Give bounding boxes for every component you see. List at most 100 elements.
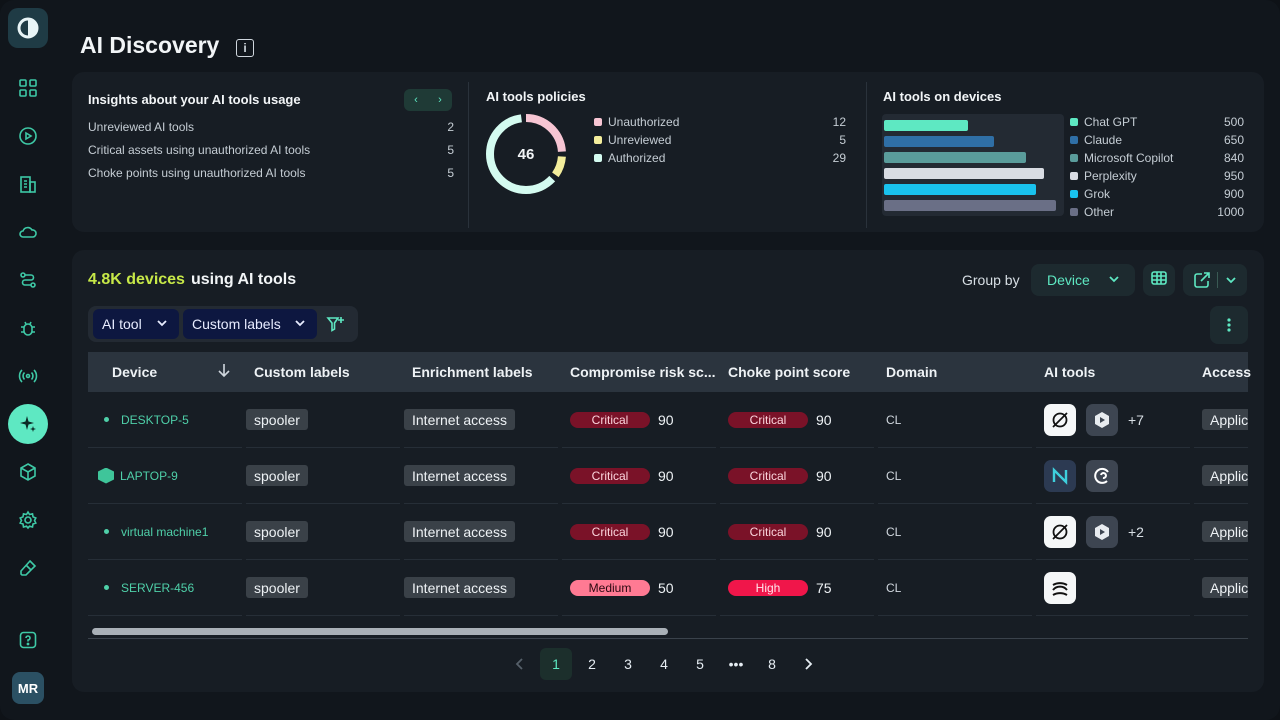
bar-other[interactable] — [884, 200, 1056, 211]
route-icon[interactable] — [16, 268, 40, 292]
columns-button[interactable] — [1143, 264, 1175, 296]
export-button[interactable] — [1183, 264, 1247, 296]
enrichment-cell: Internet access — [404, 448, 558, 504]
device-legend-item[interactable]: Microsoft Copilot 840 — [1070, 151, 1244, 165]
bar-claude[interactable] — [884, 136, 994, 147]
assistant-icon[interactable] — [1086, 403, 1118, 436]
column-header-choke-point[interactable]: Choke point score — [728, 364, 851, 380]
cube-icon[interactable] — [16, 460, 40, 484]
device-legend-item[interactable]: Perplexity 950 — [1070, 169, 1244, 183]
insight-row[interactable]: Choke points using unauthorized AI tools… — [88, 166, 454, 180]
filter-chip-label: Custom labels — [192, 316, 281, 332]
column-header-domain[interactable]: Domain — [886, 364, 938, 380]
bar-perplexity[interactable] — [884, 168, 1044, 179]
table-row[interactable]: SERVER-456 spooler Internet access Medium 50… — [88, 560, 1248, 616]
building-icon[interactable] — [16, 172, 40, 196]
bug-icon[interactable] — [16, 316, 40, 340]
enrichment-tag: Internet access — [404, 577, 515, 598]
chevron-right-icon[interactable]: › — [438, 94, 442, 106]
page-button[interactable]: 5 — [696, 656, 704, 672]
column-header-custom-labels[interactable]: Custom labels — [254, 364, 350, 380]
sparkle-icon[interactable] — [8, 404, 48, 444]
bar-grok[interactable] — [884, 184, 1036, 195]
custom-label-tag: spooler — [246, 409, 308, 430]
ai-tools-cell — [1036, 448, 1190, 504]
dashboard-icon[interactable] — [16, 76, 40, 100]
gear-icon[interactable] — [16, 508, 40, 532]
scrollbar-thumb[interactable] — [92, 628, 668, 635]
cloud-icon[interactable] — [16, 220, 40, 244]
chevron-left-icon[interactable]: ‹ — [414, 94, 418, 106]
devices-bar-chart — [882, 114, 1064, 216]
column-header-ai-tools[interactable]: AI tools — [1044, 364, 1096, 380]
info-icon[interactable]: i — [236, 39, 254, 57]
page-button[interactable]: 8 — [768, 656, 776, 672]
bar-chat-gpt[interactable] — [884, 120, 968, 131]
device-legend-item[interactable]: Claude 650 — [1070, 133, 1244, 147]
enrichment-cell: Internet access — [404, 392, 558, 448]
avatar[interactable]: MR — [12, 672, 44, 704]
page-button[interactable]: 4 — [660, 656, 668, 672]
device-name[interactable]: DESKTOP-5 — [121, 412, 189, 427]
table-row[interactable]: virtual machine1 spooler Internet access Cr… — [88, 504, 1248, 560]
bar-microsoft-copilot[interactable] — [884, 152, 1026, 163]
choke-cell: Critical 90 — [720, 448, 874, 504]
broadcast-icon[interactable] — [16, 364, 40, 388]
page-button[interactable]: 3 — [624, 656, 632, 672]
device-name[interactable]: virtual machine1 — [121, 524, 209, 539]
table-row[interactable]: LAPTOP-9 spooler Internet access Critical 90… — [88, 448, 1248, 504]
legend-swatch — [594, 154, 602, 162]
more-tools-count[interactable]: +7 — [1128, 411, 1144, 428]
signal-icon[interactable] — [1044, 571, 1076, 604]
sort-desc-icon[interactable] — [218, 362, 230, 382]
enrichment-tag: Internet access — [404, 465, 515, 486]
table-row[interactable]: DESKTOP-5 spooler Internet access Critical 9… — [88, 392, 1248, 448]
add-filter-icon[interactable] — [324, 312, 348, 336]
device-name[interactable]: SERVER-456 — [121, 580, 195, 595]
risk-score: 90 — [658, 467, 674, 484]
insight-label: Unreviewed AI tools — [88, 120, 195, 134]
devices-heading-suffix: using AI tools — [190, 271, 297, 288]
more-tools-count[interactable]: +2 — [1128, 523, 1144, 540]
insight-row[interactable]: Unreviewed AI tools 2 — [88, 120, 454, 134]
page-ellipsis[interactable]: ••• — [728, 656, 744, 672]
play-circle-icon[interactable] — [16, 124, 40, 148]
swirl-icon[interactable] — [1086, 459, 1118, 492]
choke-score: 90 — [816, 467, 832, 484]
ai-tools-cell: +2 — [1036, 504, 1190, 560]
enrichment-tag: Internet access — [404, 521, 515, 542]
column-header-enrichment-labels[interactable]: Enrichment labels — [412, 364, 533, 380]
openai-icon[interactable] — [1044, 403, 1076, 436]
next-page-icon[interactable] — [792, 648, 824, 680]
assistant-icon[interactable] — [1086, 515, 1118, 548]
prev-page-icon[interactable] — [504, 648, 536, 680]
domain-cell: CL — [878, 448, 1032, 504]
help-icon[interactable] — [16, 628, 40, 652]
device-legend-item[interactable]: Chat GPT 500 — [1070, 115, 1244, 129]
column-header-compromise-risk[interactable]: Compromise risk sc... — [570, 364, 716, 380]
horizontal-scrollbar[interactable] — [88, 628, 1248, 636]
devices-count: 4.8K devices — [88, 271, 185, 288]
device-legend-item[interactable]: Grok 900 — [1070, 187, 1244, 201]
device-legend-item[interactable]: Other 1000 — [1070, 205, 1244, 219]
status-dot — [104, 417, 109, 422]
page-button[interactable]: 2 — [588, 656, 596, 672]
column-header-device[interactable]: Device — [112, 364, 158, 380]
filter-chip-custom-labels[interactable]: Custom labels — [183, 309, 317, 339]
page-title: AI Discovery — [80, 32, 220, 58]
filter-chip-label: AI tool — [102, 316, 142, 332]
app-logo-icon[interactable] — [8, 8, 48, 48]
eraser-icon[interactable] — [16, 556, 40, 580]
page-button[interactable]: 1 — [540, 648, 572, 680]
n-logo-icon[interactable] — [1044, 459, 1076, 492]
group-by-select[interactable]: Device — [1031, 264, 1135, 296]
more-options-icon[interactable] — [1210, 306, 1248, 344]
policy-legend-item[interactable]: Authorized 29 — [594, 151, 846, 165]
openai-icon[interactable] — [1044, 515, 1076, 548]
insight-row[interactable]: Critical assets using unauthorized AI to… — [88, 143, 454, 157]
device-name[interactable]: LAPTOP-9 — [120, 468, 178, 483]
column-header-access[interactable]: Access — [1202, 364, 1252, 380]
policy-legend-item[interactable]: Unreviewed 5 — [594, 133, 846, 147]
policy-legend-item[interactable]: Unauthorized 12 — [594, 115, 846, 129]
filter-chip-ai-tool[interactable]: AI tool — [93, 309, 179, 339]
